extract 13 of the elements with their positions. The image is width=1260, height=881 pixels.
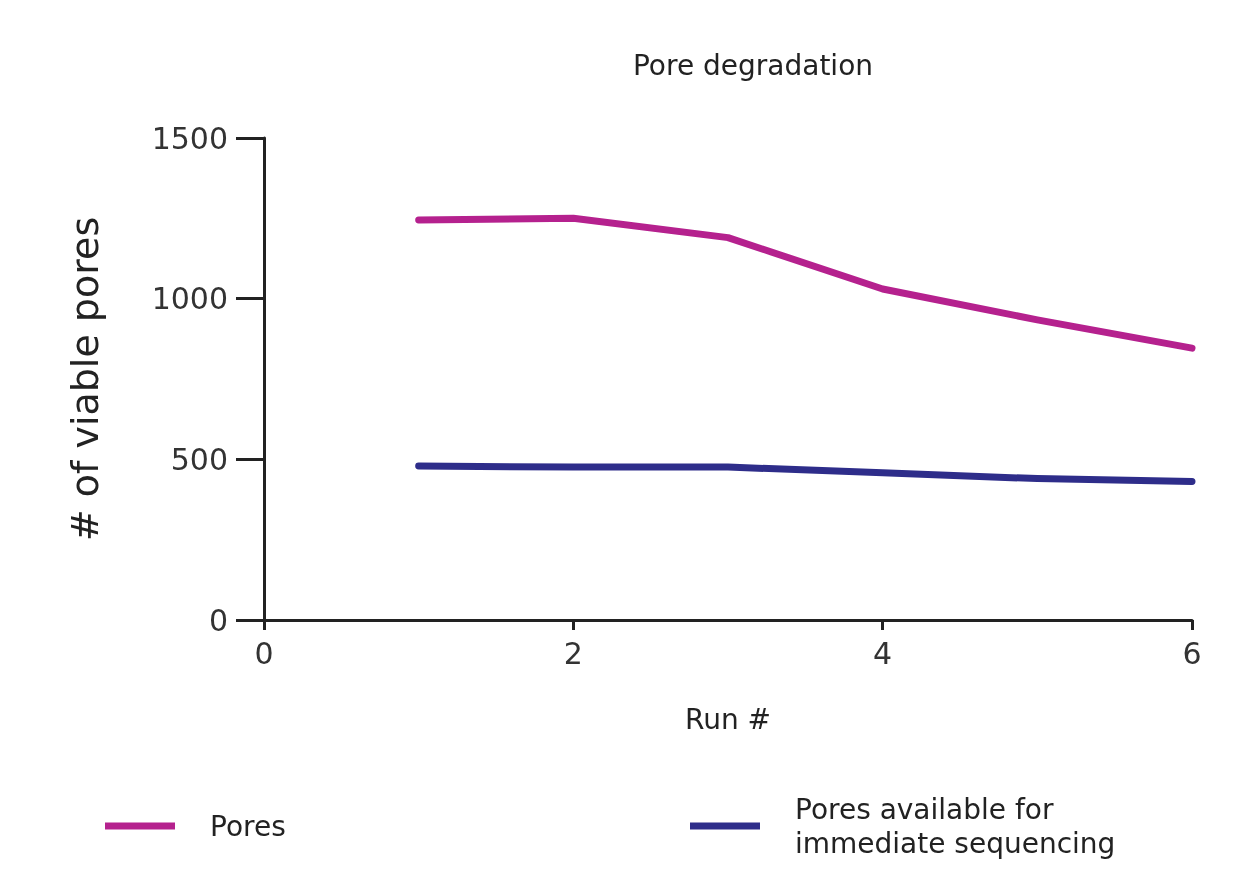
x-tick-label: 0 bbox=[254, 635, 274, 671]
legend-label: Pores bbox=[210, 809, 286, 843]
y-tick-label: 500 bbox=[170, 441, 228, 477]
y-tick-label: 1500 bbox=[151, 120, 228, 156]
x-tick-label: 6 bbox=[1182, 635, 1202, 671]
chart-title: Pore degradation bbox=[632, 48, 874, 82]
x-axis-title: Run # bbox=[684, 702, 772, 736]
y-tick-label: 0 bbox=[208, 602, 228, 638]
x-tick-label: 2 bbox=[563, 635, 583, 671]
y-tick-label: 1000 bbox=[151, 281, 228, 317]
y-axis-title: # of viable pores bbox=[63, 216, 107, 542]
x-tick-label: 4 bbox=[873, 635, 893, 671]
legend-label: Pores available for immediate sequencing bbox=[795, 792, 1116, 860]
